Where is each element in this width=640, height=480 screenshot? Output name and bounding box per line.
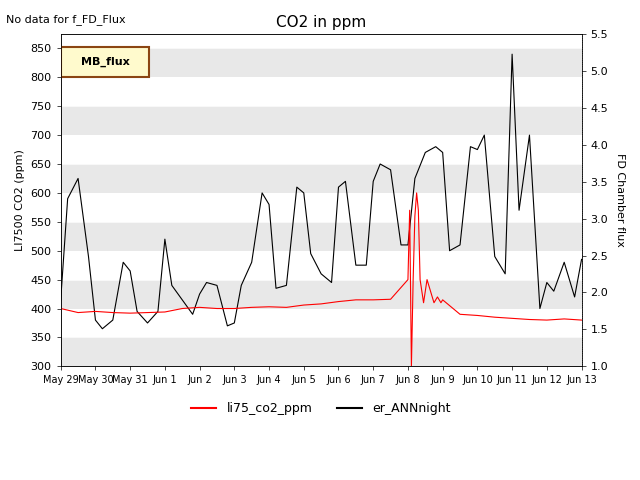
Text: MB_flux: MB_flux [81,57,129,67]
Bar [61,337,582,366]
Bar [61,164,582,193]
Y-axis label: LI7500 CO2 (ppm): LI7500 CO2 (ppm) [15,149,25,251]
FancyBboxPatch shape [61,47,149,77]
Bar [61,280,582,309]
Y-axis label: FD Chamber flux: FD Chamber flux [615,153,625,247]
Bar [61,106,582,135]
Title: CO2 in ppm: CO2 in ppm [276,15,366,30]
Bar [61,222,582,251]
Legend: li75_co2_ppm, er_ANNnight: li75_co2_ppm, er_ANNnight [186,397,456,420]
Text: No data for f_FD_Flux: No data for f_FD_Flux [6,14,126,25]
Bar [61,48,582,77]
